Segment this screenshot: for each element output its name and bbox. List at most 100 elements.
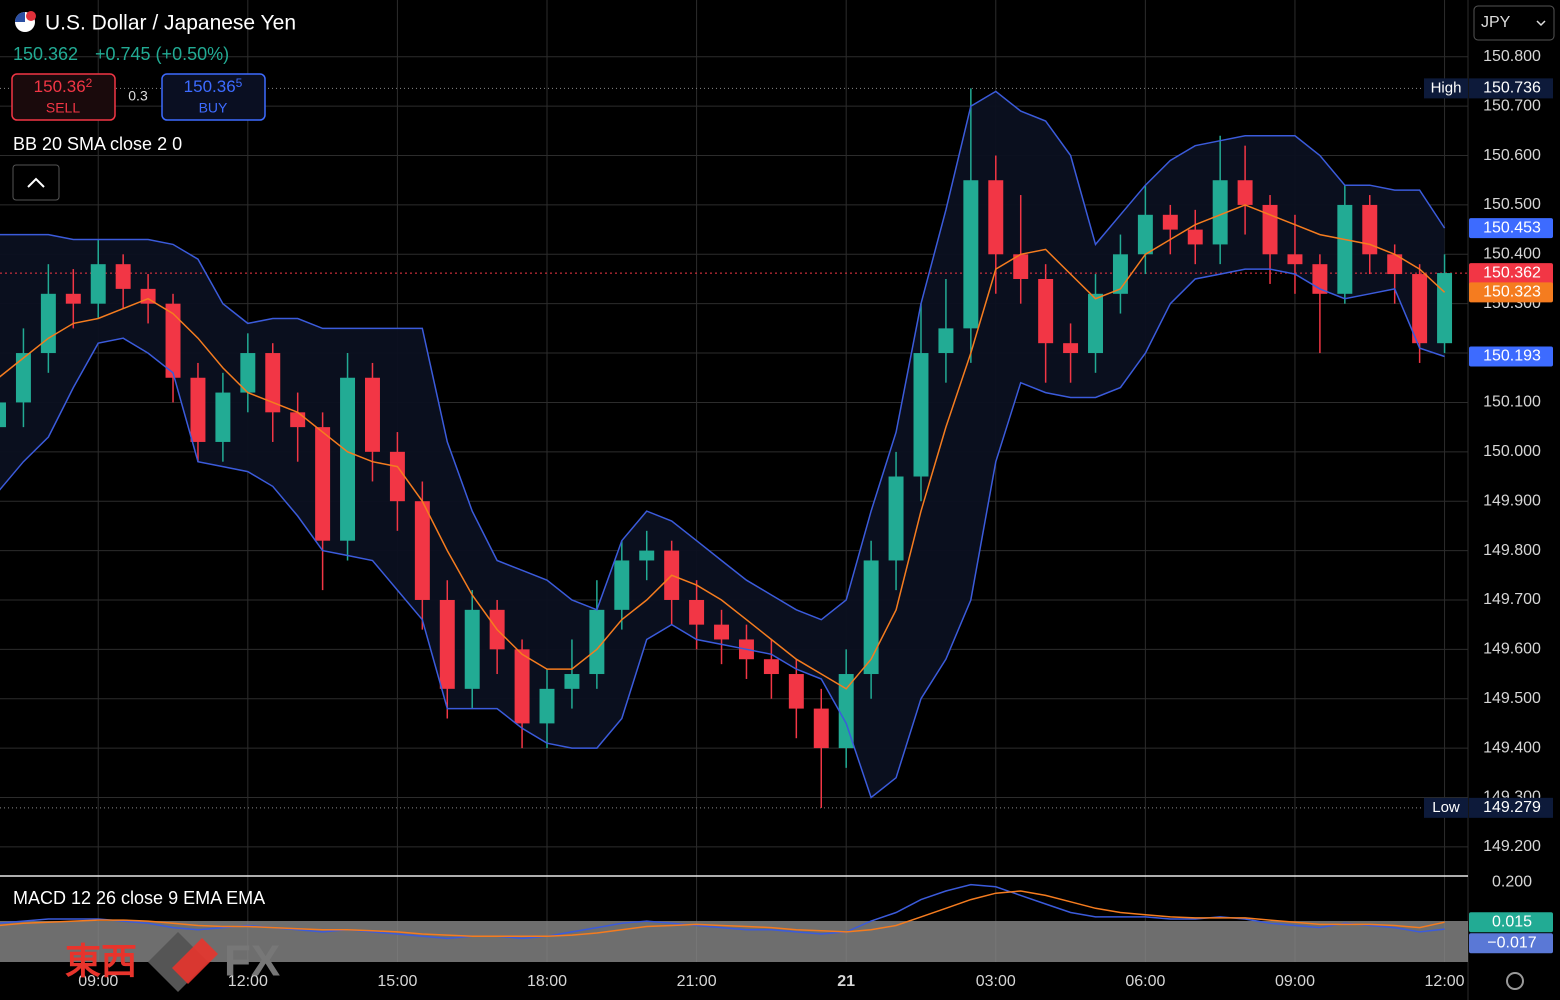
candle-body <box>389 451 405 502</box>
buy-price[interactable]: 150.36 <box>184 77 236 96</box>
candle-body <box>988 180 1004 255</box>
x-tick-label: 12:00 <box>228 973 268 990</box>
x-tick-label: 15:00 <box>377 973 417 990</box>
x-tick-label: 21 <box>837 973 855 990</box>
candle-body <box>315 427 331 541</box>
high-label-box <box>1424 78 1468 99</box>
candle-body <box>788 674 804 709</box>
watermark-brand: 東西 <box>65 941 137 982</box>
macd-tag <box>1469 933 1553 954</box>
lower-tag-label: 150.193 <box>1483 348 1541 365</box>
buy-price[interactable]: 150.365 <box>184 76 243 96</box>
candle-body <box>240 353 256 393</box>
high-label: High <box>1431 79 1462 96</box>
band-upper <box>0 90 1446 621</box>
sell-price[interactable]: 150.362 <box>34 76 93 96</box>
basis-tag-label: 150.323 <box>1483 284 1541 301</box>
candle-body <box>265 353 281 413</box>
candle-body <box>1063 343 1079 354</box>
candle-body <box>888 476 904 561</box>
candle-body <box>1287 254 1303 265</box>
settings-icon[interactable] <box>1506 972 1524 990</box>
sell-pip[interactable]: 2 <box>86 76 93 90</box>
flag-icon <box>15 12 25 22</box>
watermark-suffix: FX <box>224 937 280 986</box>
candle-body <box>1038 278 1054 344</box>
y-tick-label: 149.400 <box>1483 739 1541 756</box>
candle-body <box>813 708 829 749</box>
candle-body <box>614 560 630 610</box>
candle-body <box>15 353 31 403</box>
sell-price[interactable]: 150.36 <box>34 77 86 96</box>
sell-button[interactable] <box>11 73 116 121</box>
indicator-label: BB 20 SMA close 2 0 <box>13 134 182 154</box>
buy-button[interactable] <box>161 73 266 121</box>
collapse-button[interactable] <box>12 164 60 201</box>
buy-pip[interactable]: 5 <box>236 76 243 90</box>
candle-body <box>190 377 206 442</box>
candle-body <box>1013 254 1029 279</box>
candle-body <box>1088 293 1103 354</box>
candle-body <box>564 674 580 689</box>
y-tick-label: 149.500 <box>1483 690 1541 707</box>
watermark: 東西 FX <box>65 932 280 992</box>
collapse-icon[interactable] <box>27 177 45 188</box>
candle-body <box>115 264 131 289</box>
price-change: +0.745 (+0.50%) <box>95 44 229 64</box>
currency-select[interactable] <box>1473 5 1555 41</box>
candle-body <box>365 377 380 452</box>
candle-body <box>215 392 231 442</box>
candle-body <box>838 674 854 749</box>
currency-label[interactable]: JPY <box>1481 14 1511 31</box>
x-tick-label: 09:00 <box>78 973 118 990</box>
candle-body <box>863 560 879 675</box>
price-tags: 0.015−0.017150.453150.36203:04150.323150… <box>1424 78 1553 954</box>
candle-body <box>1262 204 1278 255</box>
y-tick-label: 149.700 <box>1483 591 1541 608</box>
low-label: Low <box>1432 799 1460 816</box>
candle-body <box>963 180 979 329</box>
candle-body <box>714 624 730 640</box>
candle-body <box>1137 214 1153 255</box>
band-lower <box>0 268 1445 799</box>
x-tick-label: 21:00 <box>677 973 717 990</box>
candle-body <box>439 599 455 689</box>
candle-body <box>40 293 56 354</box>
macd-tag-label: −0.017 <box>1487 934 1536 951</box>
x-tick-label: 09:00 <box>1275 973 1315 990</box>
y-tick-label: 149.800 <box>1483 542 1541 559</box>
candle-body <box>1437 273 1453 344</box>
macd-panel <box>0 883 1468 962</box>
candle-body <box>1362 204 1378 255</box>
candle-body <box>0 402 6 428</box>
macd-tag <box>1469 912 1553 933</box>
candle-body <box>464 609 480 689</box>
dropdown-icon[interactable] <box>1536 20 1546 27</box>
candle-body <box>414 501 430 600</box>
y-tick-label: 149.600 <box>1483 641 1541 658</box>
pane-overlay <box>0 921 1468 962</box>
candle-body <box>514 649 530 724</box>
candle-body <box>639 550 655 561</box>
candle-body <box>763 659 779 675</box>
candle-body <box>1212 180 1228 245</box>
upper-tag-label: 150.453 <box>1483 219 1541 236</box>
x-tick-label: 18:00 <box>527 973 567 990</box>
signal-line <box>0 890 1445 937</box>
upper-tag <box>1469 218 1553 239</box>
plot-area <box>0 87 1468 809</box>
candle-body <box>1162 214 1178 230</box>
spread: 0.3 <box>128 88 148 104</box>
y-tick-label: 150.700 <box>1483 97 1541 114</box>
candle-body <box>1237 180 1253 205</box>
candle-body <box>1412 274 1428 344</box>
candle-body <box>165 303 181 378</box>
lower-tag <box>1469 346 1553 367</box>
candle-body <box>290 412 306 428</box>
sell-label[interactable]: SELL <box>46 100 80 116</box>
buy-label[interactable]: BUY <box>199 100 228 116</box>
macd-tag-label: 0.015 <box>1492 913 1532 930</box>
candle-body <box>539 688 555 724</box>
